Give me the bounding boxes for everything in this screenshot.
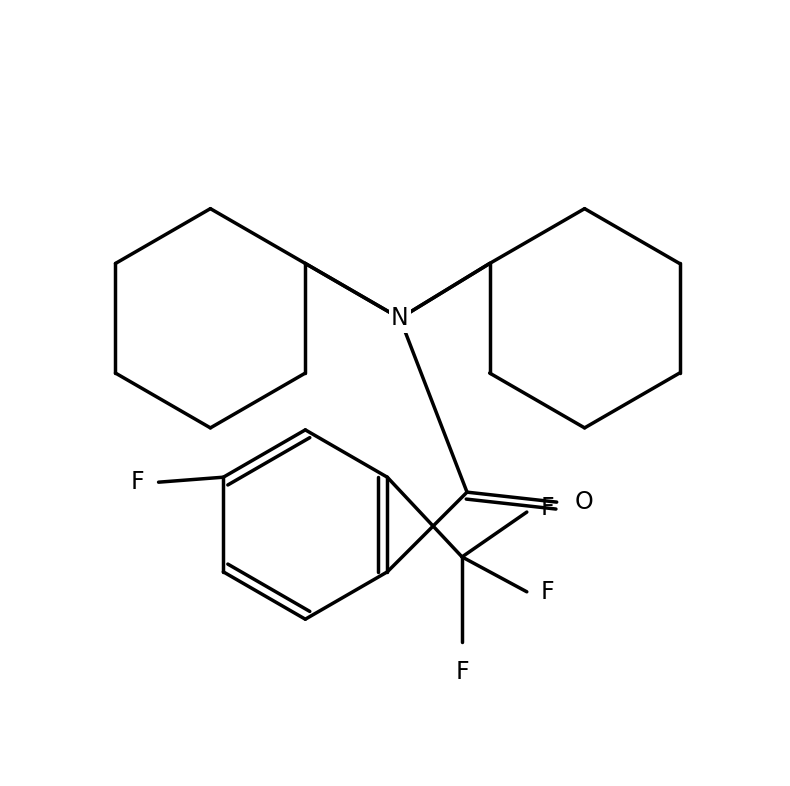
Text: N: N xyxy=(391,307,409,330)
Text: O: O xyxy=(574,490,593,514)
Text: F: F xyxy=(541,580,555,604)
Text: F: F xyxy=(541,496,555,520)
Text: F: F xyxy=(455,659,468,684)
Text: F: F xyxy=(131,470,145,494)
